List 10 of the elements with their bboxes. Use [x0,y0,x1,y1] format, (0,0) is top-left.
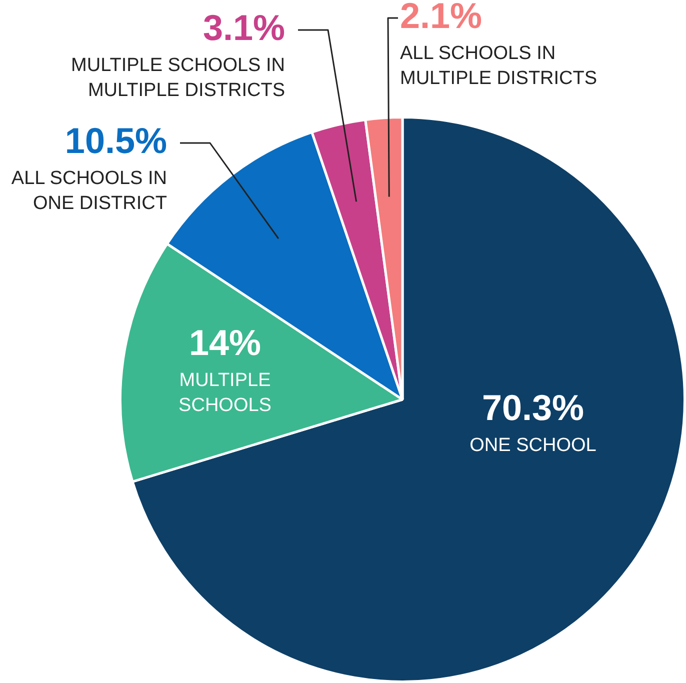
slice-label: MULTIPLE SCHOOLS [178,370,272,416]
data-label: 2.1% [400,0,482,36]
slice-label: ALL SCHOOLS IN MULTIPLE DISTRICTS [400,43,598,90]
slice-label: ALL SCHOOLS IN ONE DISTRICT [11,168,168,214]
data-label: 70.3% [482,386,584,428]
data-label: 10.5% [64,120,167,161]
slice-label: ONE SCHOOL [470,435,596,456]
data-label: 14% [188,322,262,363]
data-label: 3.1% [202,6,285,48]
slice-label: MULTIPLE SCHOOLS IN MULTIPLE DISTRICTS [71,55,285,102]
